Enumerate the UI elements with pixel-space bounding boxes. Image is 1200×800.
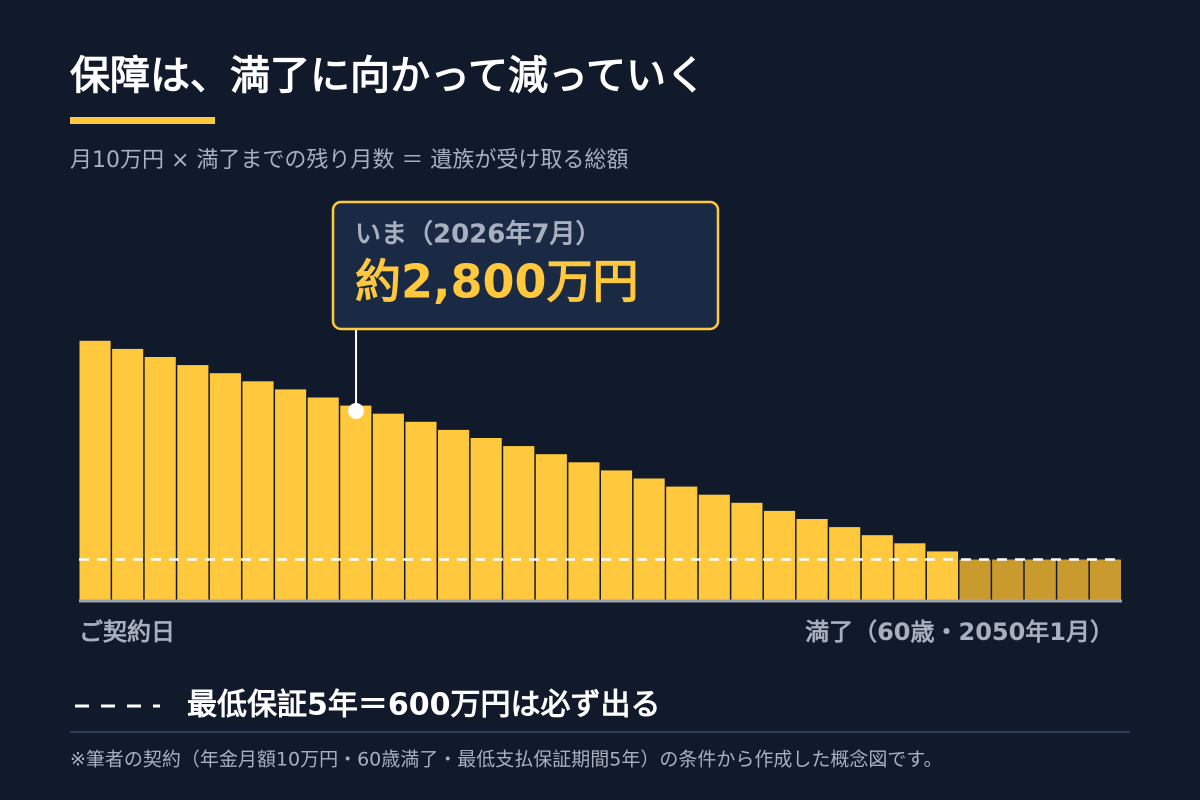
bar	[1024, 559, 1056, 600]
bar	[601, 470, 633, 600]
chart-title: 保障は、満了に向かって減っていく	[70, 53, 706, 99]
bar	[763, 510, 796, 600]
bar	[1089, 559, 1121, 600]
bar	[731, 502, 763, 600]
annotation-box	[331, 200, 720, 331]
bar	[698, 494, 730, 600]
annotation-title: いま（2026年7月）	[355, 219, 601, 250]
bar	[992, 559, 1024, 600]
bar	[503, 446, 535, 600]
bar	[209, 373, 241, 600]
bar	[666, 486, 698, 600]
bar	[242, 381, 274, 600]
bar	[177, 365, 209, 600]
bar	[144, 357, 176, 600]
bar	[405, 421, 437, 600]
bar	[438, 429, 470, 600]
annotation-point	[348, 403, 365, 419]
bar	[1057, 559, 1089, 600]
title-underline	[70, 117, 215, 124]
bar	[275, 389, 307, 600]
legend-label: 最低保証5年＝600万円は必ず出る	[187, 688, 661, 723]
bar	[372, 413, 404, 600]
bar	[568, 462, 600, 600]
bar	[535, 454, 567, 600]
x-tick-label: 満了（60歳・2050年1月）	[805, 618, 1114, 646]
footnote: ※筆者の契約（年金月額10万円・60歳満了・最低支払保証期間5年）の条件から作成…	[70, 748, 942, 771]
bar	[470, 438, 502, 600]
bar	[861, 535, 893, 600]
bar	[633, 478, 665, 600]
bar	[829, 527, 861, 600]
x-tick-label: ご契約日	[79, 618, 175, 646]
bar	[79, 340, 111, 600]
bar	[959, 559, 991, 600]
bar	[112, 348, 144, 600]
annotation-value: 約2,800万円	[355, 255, 639, 309]
bar	[894, 543, 926, 600]
subtitle: 月10万円 × 満了までの残り月数 ＝ 遺族が受け取る総額	[70, 148, 628, 173]
bar	[307, 397, 339, 600]
bar	[340, 405, 372, 600]
